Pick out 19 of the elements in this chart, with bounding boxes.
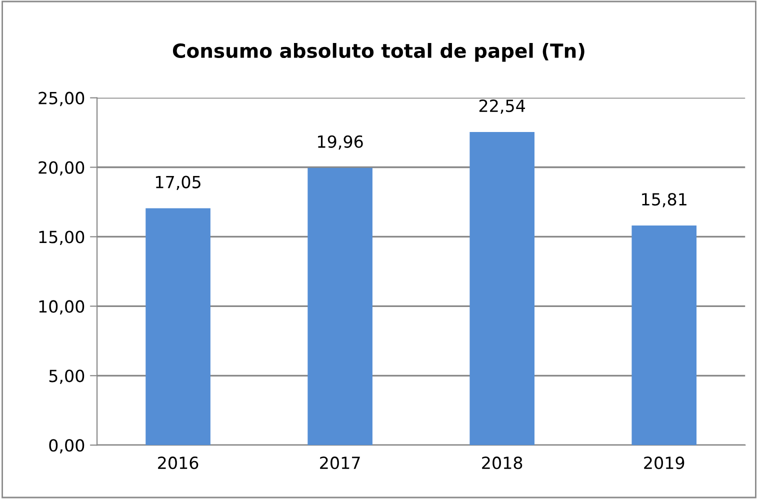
data-label: 15,81 (642, 192, 686, 208)
y-tick-label: 25,00 (38, 92, 84, 106)
bar (308, 168, 372, 446)
bar (632, 225, 697, 446)
x-tick-label: 2019 (644, 456, 684, 470)
data-label: 22,54 (479, 99, 525, 114)
bar (470, 132, 534, 446)
bar (146, 208, 210, 446)
data-label: 19,96 (318, 135, 363, 150)
y-tick-label: 20,00 (38, 161, 84, 176)
chart-title: Consumo absoluto total de papel (Tn) (172, 42, 584, 62)
x-tick-label: 2016 (158, 456, 198, 470)
x-tick-label: 2018 (482, 456, 522, 470)
x-tick-label: 2017 (320, 456, 360, 470)
y-tick-label: 15,00 (39, 230, 84, 245)
y-tick-label: 0,00 (49, 439, 84, 454)
data-label: 17,05 (156, 176, 200, 190)
y-tick-label: 5,00 (49, 370, 84, 384)
y-tick-label: 10,00 (39, 300, 84, 314)
